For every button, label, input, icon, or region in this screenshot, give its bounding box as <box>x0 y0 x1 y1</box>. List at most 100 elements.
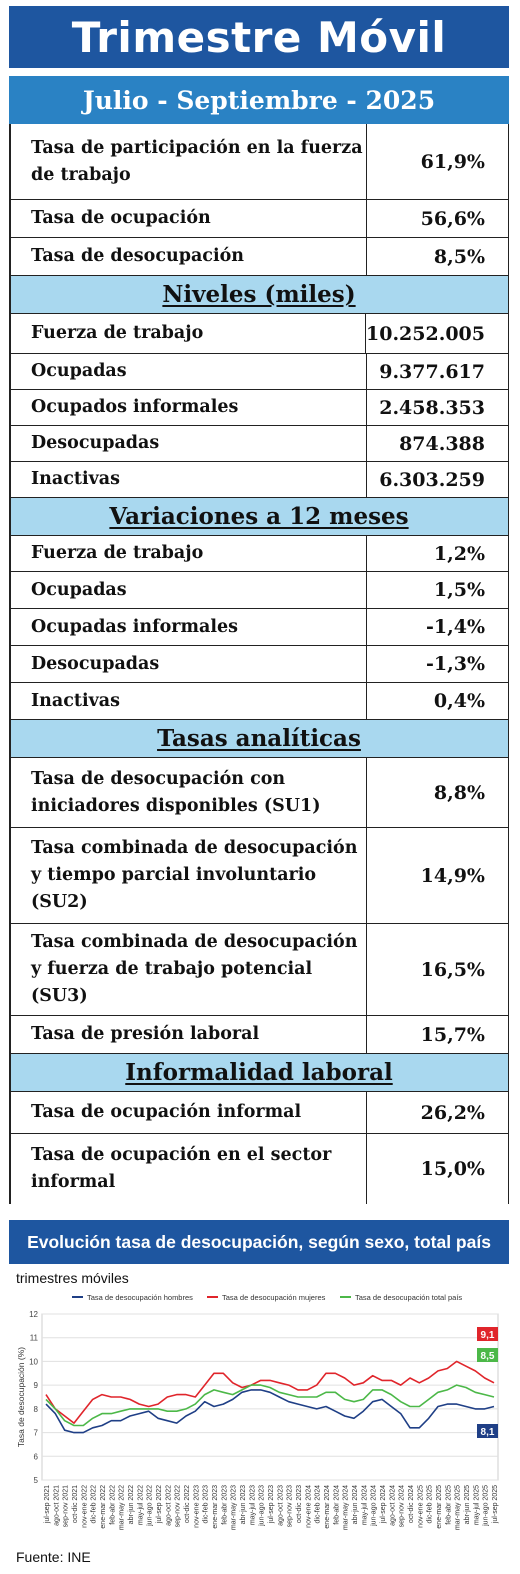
table-row: Tasa de participación en la fuerza de tr… <box>9 124 509 200</box>
section-title: Informalidad laboral <box>125 1059 393 1086</box>
row-value: 26,2% <box>420 1101 485 1124</box>
y-tick-label: 5 <box>34 1476 39 1485</box>
x-tick-label: dic-feb 2023 <box>203 1485 210 1524</box>
x-tick-label: ene-mar 2022 <box>100 1485 107 1529</box>
table-row: Inactivas 6.303.259 <box>9 462 509 498</box>
x-tick-label: may-jul 2022 <box>137 1485 144 1525</box>
x-tick-label: nov-ene 2022 <box>81 1485 88 1528</box>
end-value-badge <box>477 1348 498 1362</box>
series-line <box>45 1389 495 1434</box>
row-label: Ocupadas <box>9 354 367 389</box>
x-tick-label: oct-dic 2023 <box>296 1485 303 1523</box>
row-value: 874.388 <box>399 432 485 455</box>
x-tick-label: feb-abr 2022 <box>109 1485 116 1525</box>
x-tick-label: may-jul 2025 <box>473 1485 480 1525</box>
x-tick-label: ago-oct 2023 <box>277 1485 284 1526</box>
y-axis-label: Tasa de desocupación (%) <box>16 1347 26 1447</box>
row-label: Tasa de ocupación <box>9 200 367 237</box>
row-label: Tasa de desocupación con iniciadores dis… <box>9 758 367 827</box>
table-row: Tasa de ocupación en el sector informal … <box>9 1134 509 1204</box>
row-label: Fuerza de trabajo <box>9 536 367 571</box>
section-title: Variaciones a 12 meses <box>109 503 409 530</box>
x-tick-label: feb-abr 2025 <box>445 1485 452 1525</box>
x-tick-label: jul-sep 2023 <box>268 1485 275 1524</box>
x-tick-label: abr-jun 2025 <box>464 1485 471 1524</box>
x-tick-label: mar-may 2025 <box>455 1485 462 1530</box>
x-tick-label: jun-ago 2023 <box>259 1485 266 1527</box>
section-title: Niveles (miles) <box>162 281 356 308</box>
y-tick-label: 7 <box>34 1429 39 1438</box>
end-value-label: 9,1 <box>481 1330 495 1341</box>
x-tick-label: jul-sep 2025 <box>492 1485 499 1524</box>
x-tick-label: mar-may 2022 <box>119 1485 126 1530</box>
row-value: 9.377.617 <box>379 360 485 383</box>
x-tick-label: jul-sep 2021 <box>44 1485 51 1524</box>
x-tick-label: jul-sep 2022 <box>156 1485 163 1524</box>
row-value: 2.458.353 <box>379 396 485 419</box>
x-tick-label: nov-ene 2024 <box>305 1485 312 1528</box>
x-tick-label: ago-oct 2024 <box>389 1485 396 1526</box>
unemployment-chart: 5 6 7 8 9 10 11 12 Tasa de desocupación (%) jul-s… <box>16 1293 499 1530</box>
x-tick-label: nov-ene 2023 <box>193 1485 200 1528</box>
row-label: Tasa combinada de desocupación y tiempo … <box>9 828 367 923</box>
legend-label: Tasa de desocupación hombres <box>87 1293 193 1302</box>
row-label: Fuerza de trabajo <box>9 314 366 353</box>
table-row: Fuerza de trabajo 10.252.005 <box>9 314 509 354</box>
row-value: -1,3% <box>426 653 485 675</box>
x-tick-label: sep-nov 2023 <box>287 1485 294 1528</box>
series-line <box>45 1360 495 1424</box>
y-tick-label: 8 <box>34 1405 39 1414</box>
x-tick-label: nov-ene 2025 <box>417 1485 424 1528</box>
table-row: Tasa combinada de desocupación y tiempo … <box>9 828 509 924</box>
y-tick-label: 6 <box>34 1452 39 1461</box>
row-value: 15,7% <box>420 1023 485 1046</box>
section-title: Tasas analíticas <box>157 725 361 752</box>
row-label: Tasa combinada de desocupación y fuerza … <box>9 924 367 1015</box>
x-tick-label: jun-ago 2024 <box>371 1485 378 1527</box>
x-tick-label: ago-oct 2022 <box>165 1485 172 1526</box>
table-right-border <box>507 124 509 1204</box>
row-label: Ocupados informales <box>9 390 367 425</box>
x-tick-label: sep-nov 2024 <box>399 1485 406 1528</box>
x-tick-label: dic-feb 2025 <box>427 1485 434 1524</box>
page-title: Trimestre Móvil <box>71 12 447 62</box>
row-label: Tasa de desocupación <box>9 238 367 275</box>
x-tick-label: dic-feb 2024 <box>315 1485 322 1524</box>
x-tick-label: oct-dic 2021 <box>72 1485 79 1523</box>
table-row: Tasa de desocupación con iniciadores dis… <box>9 758 509 828</box>
row-value: 1,5% <box>433 579 485 601</box>
table-row: Ocupadas 1,5% <box>9 572 509 609</box>
x-tick-label: mar-may 2024 <box>343 1485 350 1530</box>
row-label: Inactivas <box>9 683 367 719</box>
x-tick-label: may-jul 2024 <box>361 1485 368 1525</box>
row-value: -1,4% <box>426 616 485 638</box>
chart-subtitle: trimestres móviles <box>16 1270 129 1286</box>
x-tick-label: sep-nov 2022 <box>175 1485 182 1528</box>
table-row: Ocupadas informales -1,4% <box>9 609 509 646</box>
chart-banner: Evolución tasa de desocupación, según se… <box>9 1220 509 1264</box>
row-label: Desocupadas <box>9 426 367 461</box>
y-tick-label: 12 <box>29 1310 38 1319</box>
row-label: Ocupadas informales <box>9 609 367 645</box>
legend-label: Tasa de desocupación total país <box>355 1293 462 1302</box>
table-left-border <box>9 124 11 1204</box>
table-row: Ocupadas 9.377.617 <box>9 354 509 390</box>
row-label: Tasa de participación en la fuerza de tr… <box>9 124 367 199</box>
row-value: 14,9% <box>420 864 485 887</box>
x-tick-label: feb-abr 2024 <box>333 1485 340 1525</box>
x-tick-label: ene-mar 2024 <box>324 1485 331 1529</box>
end-value-badge <box>477 1424 498 1438</box>
end-value-badge <box>477 1327 498 1341</box>
row-label: Tasa de ocupación informal <box>9 1092 367 1133</box>
section-header-informality: Informalidad laboral <box>9 1054 509 1092</box>
indicator-table: Tasa de participación en la fuerza de tr… <box>9 124 509 1204</box>
series-line <box>45 1384 495 1427</box>
table-row: Fuerza de trabajo 1,2% <box>9 536 509 572</box>
row-label: Desocupadas <box>9 646 367 682</box>
y-tick-label: 9 <box>34 1381 39 1390</box>
table-row: Ocupados informales 2.458.353 <box>9 390 509 426</box>
row-label: Ocupadas <box>9 572 367 608</box>
x-tick-label: jun-ago 2025 <box>483 1485 490 1527</box>
table-row: Tasa de desocupación 8,5% <box>9 238 509 276</box>
